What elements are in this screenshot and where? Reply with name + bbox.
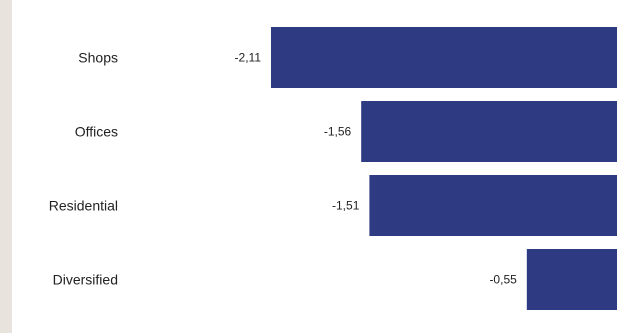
- value-label-shops: -2,11: [235, 51, 262, 65]
- category-label-offices: Offices: [75, 124, 118, 140]
- value-label-residential: -1,51: [332, 199, 360, 213]
- value-label-offices: -1,56: [324, 125, 352, 139]
- bar-diversified: [526, 249, 617, 310]
- category-label-shops: Shops: [78, 50, 118, 66]
- bar-offices: [361, 101, 617, 162]
- chart-panel: Shops -2,11 Offices -1,56 Residential -1,51 Di…: [12, 0, 633, 333]
- category-label-diversified: Diversified: [53, 272, 118, 288]
- value-label-diversified: -0,55: [489, 273, 517, 287]
- bar-shops: [271, 27, 617, 88]
- bar-residential: [369, 175, 617, 236]
- category-label-residential: Residential: [49, 198, 118, 214]
- bar-chart: Shops -2,11 Offices -1,56 Residential -1,51 Di…: [49, 27, 617, 310]
